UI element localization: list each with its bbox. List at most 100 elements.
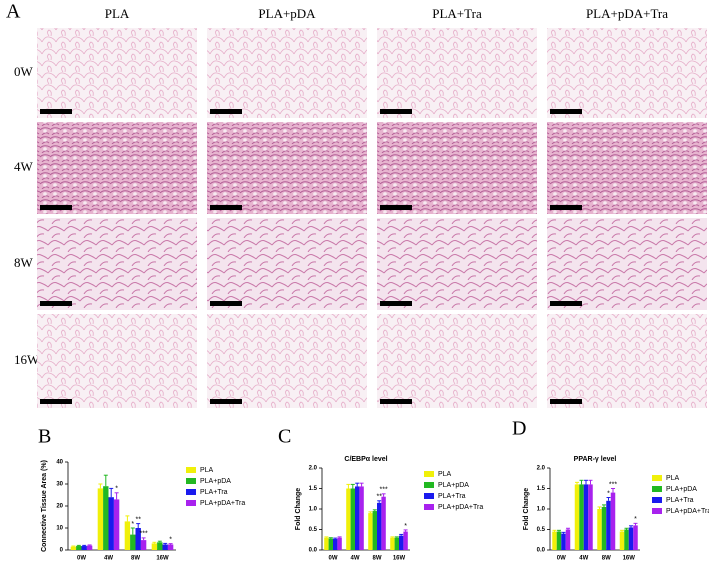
legend-swatch bbox=[186, 467, 196, 473]
scale-bar bbox=[380, 301, 412, 306]
legend-swatch bbox=[652, 486, 662, 492]
x-tick-label: 8W bbox=[373, 556, 382, 562]
panel-label: D bbox=[512, 418, 526, 440]
y-tick-label: 30 bbox=[56, 482, 63, 488]
x-tick-label: 4W bbox=[351, 556, 360, 562]
scale-bar bbox=[40, 399, 72, 404]
bar bbox=[552, 531, 557, 550]
scale-bar bbox=[40, 301, 72, 306]
scale-bar bbox=[550, 109, 582, 114]
y-tick-label: 1.0 bbox=[537, 507, 546, 513]
bar bbox=[108, 497, 114, 550]
bar bbox=[328, 538, 333, 550]
bar bbox=[350, 488, 355, 550]
x-tick-label: 4W bbox=[104, 556, 113, 562]
bar bbox=[381, 496, 386, 550]
scale-bar bbox=[380, 109, 412, 114]
row-label: 16W bbox=[14, 352, 40, 367]
bar bbox=[103, 486, 109, 550]
histology-image bbox=[377, 218, 537, 310]
significance: * bbox=[634, 516, 637, 523]
bar bbox=[368, 513, 373, 550]
scale-bar bbox=[210, 399, 242, 404]
y-tick-label: 1.5 bbox=[537, 486, 546, 492]
significance: * bbox=[607, 490, 610, 497]
legend-swatch bbox=[652, 475, 662, 481]
scale-bar bbox=[40, 205, 72, 210]
bar bbox=[86, 545, 93, 550]
bar bbox=[390, 537, 395, 550]
bar bbox=[606, 500, 611, 550]
bar bbox=[135, 528, 141, 550]
legend-label: PLA+pDA+Tra bbox=[200, 500, 245, 507]
bar bbox=[113, 499, 120, 550]
legend-label: PLA bbox=[200, 467, 214, 474]
chart-title: C/EBPα level bbox=[344, 456, 387, 463]
bar bbox=[355, 486, 360, 550]
histology-image bbox=[377, 28, 537, 118]
bar bbox=[377, 502, 382, 550]
legend-swatch bbox=[424, 482, 434, 488]
legend-label: PLA+pDA+Tra bbox=[438, 504, 483, 511]
bar bbox=[399, 535, 404, 550]
bar bbox=[556, 531, 562, 550]
bar bbox=[601, 506, 607, 550]
chart-title: PPAR-γ level bbox=[574, 456, 617, 463]
bar bbox=[346, 488, 351, 550]
histology-image bbox=[37, 218, 197, 310]
scale-bar bbox=[40, 109, 72, 114]
histology-image bbox=[547, 218, 707, 310]
bar bbox=[130, 534, 136, 550]
legend-swatch bbox=[424, 471, 434, 477]
column-header: PLA+Tra bbox=[432, 6, 482, 21]
legend-label: PLA+Tra bbox=[438, 493, 466, 500]
histology-image bbox=[207, 314, 367, 408]
bar bbox=[359, 486, 364, 550]
bar bbox=[394, 537, 399, 550]
legend-swatch bbox=[186, 478, 196, 484]
histology-image bbox=[377, 122, 537, 214]
y-tick-label: 20 bbox=[56, 504, 63, 510]
histology-image bbox=[37, 122, 197, 214]
x-tick-label: 0W bbox=[329, 556, 338, 562]
bar bbox=[124, 521, 131, 550]
bar bbox=[403, 531, 408, 550]
bar bbox=[624, 529, 629, 550]
y-tick-label: 2.0 bbox=[537, 466, 546, 472]
significance: *** bbox=[609, 481, 617, 488]
x-tick-label: 8W bbox=[602, 556, 611, 562]
histology-image bbox=[207, 218, 367, 310]
y-tick-label: 40 bbox=[56, 460, 63, 466]
x-tick-label: 16W bbox=[156, 556, 169, 562]
histology-image bbox=[207, 122, 367, 214]
histology-image bbox=[207, 28, 367, 118]
histology-image bbox=[547, 122, 707, 214]
legend-swatch bbox=[424, 504, 434, 510]
scale-bar bbox=[380, 205, 412, 210]
scale-bar bbox=[550, 399, 582, 404]
row-label: 4W bbox=[14, 159, 34, 174]
legend-label: PLA bbox=[666, 475, 680, 482]
histology-image bbox=[377, 314, 537, 408]
legend-swatch bbox=[186, 500, 196, 506]
y-tick-label: 1.5 bbox=[309, 486, 318, 492]
legend-label: PLA+Tra bbox=[200, 489, 228, 496]
y-axis-label: Connective Tissue Area (%) bbox=[41, 460, 48, 552]
bar bbox=[97, 488, 104, 550]
bar bbox=[579, 484, 584, 550]
bar bbox=[324, 537, 329, 550]
y-axis-label: Fold Change bbox=[523, 488, 530, 530]
bar bbox=[619, 531, 625, 550]
bar bbox=[76, 546, 82, 550]
legend-swatch bbox=[186, 489, 196, 495]
histology-image bbox=[37, 314, 197, 408]
y-tick-label: 2.0 bbox=[309, 466, 318, 472]
legend-label: PLA+pDA bbox=[438, 482, 469, 489]
legend-label: PLA+pDA bbox=[666, 486, 697, 493]
scale-bar bbox=[550, 301, 582, 306]
bar bbox=[633, 525, 638, 550]
y-tick-label: 0 bbox=[60, 548, 64, 554]
significance: *** bbox=[380, 487, 388, 494]
column-header: PLA+pDA bbox=[258, 6, 316, 21]
